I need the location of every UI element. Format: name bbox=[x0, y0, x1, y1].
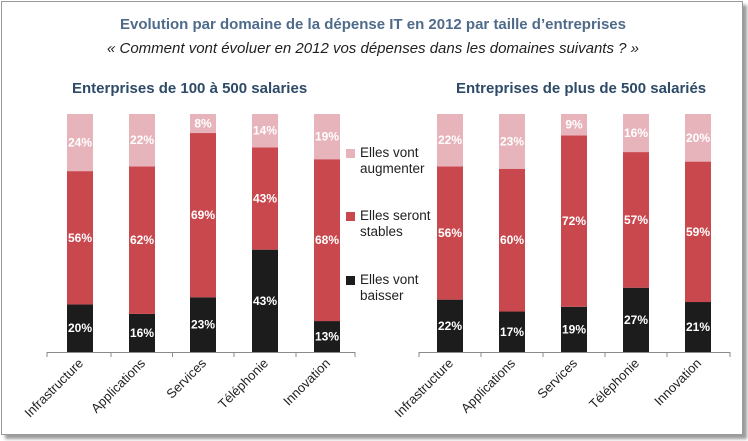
legend-label-stables-line1: Elles seront bbox=[360, 208, 431, 223]
data-label-baisser: 23% bbox=[191, 318, 215, 332]
group-title-small: Enterprises de 100 à 500 salaries bbox=[72, 80, 308, 97]
legend-label-augmenter-line1: Elles vont bbox=[360, 145, 419, 160]
stacked-bar-chart: 20% 56% 24% Infrastructure 16% 62% 22% Applicat… bbox=[21, 114, 731, 421]
bar-segment-baisser bbox=[252, 249, 278, 352]
x-tick-label: Applications bbox=[88, 355, 149, 416]
bar-segment-baisser bbox=[129, 313, 155, 352]
data-label-augmenter: 14% bbox=[253, 124, 277, 138]
bar-segment-augmenter bbox=[67, 114, 93, 172]
data-label-augmenter: 8% bbox=[194, 117, 212, 131]
data-label-stables: 69% bbox=[191, 208, 215, 222]
x-tick-label: Services bbox=[534, 355, 580, 401]
x-tick-label: Services bbox=[163, 355, 209, 401]
x-tick-label: Innovation bbox=[651, 356, 704, 409]
bar-segment-augmenter bbox=[129, 114, 155, 167]
data-label-stables: 43% bbox=[253, 191, 277, 205]
legend-swatch-augmenter bbox=[346, 149, 355, 158]
data-label-baisser: 13% bbox=[315, 330, 339, 344]
bar-segment-baisser bbox=[685, 302, 711, 352]
data-label-stables: 68% bbox=[315, 233, 339, 247]
chart-frame: Evolution par domaine de la dépense IT e… bbox=[1, 1, 743, 435]
bar-segment-stables bbox=[437, 166, 463, 300]
bar-segment-augmenter bbox=[499, 114, 525, 169]
data-label-stables: 56% bbox=[438, 226, 462, 240]
legend-label-stables-line2: stables bbox=[360, 224, 403, 239]
data-label-augmenter: 24% bbox=[68, 136, 92, 150]
data-label-stables: 59% bbox=[686, 225, 710, 239]
x-tick-label: Innovation bbox=[280, 356, 333, 409]
x-tick-label: Téléphonie bbox=[586, 356, 642, 412]
bar-segment-stables bbox=[129, 166, 155, 314]
data-label-augmenter: 23% bbox=[500, 134, 524, 148]
bar-segment-stables bbox=[623, 152, 649, 288]
legend-swatch-stables bbox=[346, 212, 355, 221]
data-label-baisser: 27% bbox=[624, 313, 648, 327]
bar-segment-stables bbox=[499, 168, 525, 312]
bar-segment-stables bbox=[561, 135, 587, 307]
data-label-augmenter: 22% bbox=[438, 133, 462, 147]
bar-segment-stables bbox=[67, 171, 93, 305]
data-label-augmenter: 22% bbox=[130, 133, 154, 147]
bar-segment-stables bbox=[190, 133, 216, 298]
data-label-baisser: 20% bbox=[68, 321, 92, 335]
bar-segment-baisser bbox=[314, 321, 340, 352]
data-label-augmenter: 19% bbox=[315, 130, 339, 144]
bar-segment-stables bbox=[252, 147, 278, 250]
bar-segment-augmenter bbox=[252, 114, 278, 148]
x-tick-label: Téléphonie bbox=[215, 356, 271, 412]
bar-segment-augmenter bbox=[437, 114, 463, 167]
data-label-baisser: 17% bbox=[500, 325, 524, 339]
data-label-baisser: 21% bbox=[686, 320, 710, 334]
data-label-baisser: 22% bbox=[438, 319, 462, 333]
data-label-stables: 56% bbox=[68, 231, 92, 245]
data-label-baisser: 16% bbox=[130, 326, 154, 340]
bar-segment-augmenter bbox=[314, 114, 340, 160]
group-title-large: Entreprises de plus de 500 salariés bbox=[456, 80, 707, 97]
bar-segment-baisser bbox=[561, 306, 587, 352]
bar-segment-baisser bbox=[67, 304, 93, 352]
bar-segment-augmenter bbox=[623, 114, 649, 153]
legend-label-augmenter-line2: augmenter bbox=[360, 161, 425, 176]
data-label-baisser: 19% bbox=[562, 322, 586, 336]
bar-segment-augmenter bbox=[685, 114, 711, 162]
legend-label-baisser-line1: Elles vont bbox=[360, 272, 419, 287]
bar-segment-augmenter bbox=[561, 114, 587, 136]
data-label-augmenter: 20% bbox=[686, 131, 710, 145]
data-label-stables: 57% bbox=[624, 213, 648, 227]
legend-label-baisser-line2: baisser bbox=[360, 288, 404, 303]
data-label-augmenter: 9% bbox=[565, 118, 583, 132]
bar-segment-baisser bbox=[623, 287, 649, 352]
x-tick-label: Infrastructure bbox=[21, 356, 86, 421]
bar-segment-stables bbox=[685, 161, 711, 303]
bar-segment-baisser bbox=[437, 299, 463, 352]
bar-segment-augmenter bbox=[190, 114, 216, 134]
data-label-stables: 60% bbox=[500, 233, 524, 247]
chart-subtitle: « Comment vont évoluer en 2012 vos dépen… bbox=[107, 40, 639, 57]
x-tick-label: Infrastructure bbox=[391, 356, 456, 421]
data-label-baisser: 43% bbox=[253, 294, 277, 308]
x-tick-label: Applications bbox=[458, 355, 519, 416]
bar-segment-baisser bbox=[190, 297, 216, 352]
data-label-stables: 72% bbox=[562, 214, 586, 228]
bar-segment-baisser bbox=[499, 311, 525, 352]
legend-swatch-baisser bbox=[346, 276, 355, 285]
data-label-augmenter: 16% bbox=[624, 126, 648, 140]
bar-segment-stables bbox=[314, 159, 340, 322]
chart-title: Evolution par domaine de la dépense IT e… bbox=[120, 16, 626, 33]
data-label-stables: 62% bbox=[130, 233, 154, 247]
